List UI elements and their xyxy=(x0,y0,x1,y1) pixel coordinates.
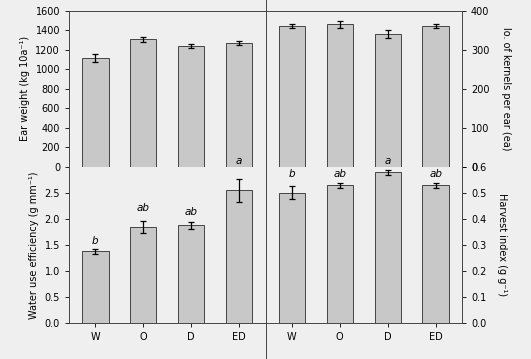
Bar xyxy=(327,24,353,167)
Bar xyxy=(130,39,157,167)
Text: a: a xyxy=(384,157,391,167)
Bar xyxy=(423,185,449,323)
Y-axis label: Ear weight (kg 10a⁻¹): Ear weight (kg 10a⁻¹) xyxy=(20,36,30,141)
Bar xyxy=(178,46,204,167)
Y-axis label: Harvest index (g g⁻¹): Harvest index (g g⁻¹) xyxy=(498,194,508,297)
Bar xyxy=(178,225,204,323)
Bar xyxy=(226,190,252,323)
Bar xyxy=(82,251,108,323)
Text: ab: ab xyxy=(137,203,150,213)
Text: b: b xyxy=(92,236,99,246)
Text: b: b xyxy=(288,169,295,179)
Bar xyxy=(279,25,305,167)
Text: ab: ab xyxy=(429,169,442,180)
Y-axis label: lo. of kernels per ear (ea): lo. of kernels per ear (ea) xyxy=(501,27,511,151)
Text: a: a xyxy=(236,156,242,166)
Bar xyxy=(374,172,401,323)
Text: ab: ab xyxy=(333,169,346,180)
Bar xyxy=(130,227,157,323)
Bar xyxy=(226,43,252,167)
Text: ab: ab xyxy=(185,207,198,217)
Y-axis label: Water use efficiency (g mm⁻¹): Water use efficiency (g mm⁻¹) xyxy=(29,171,39,319)
Bar xyxy=(327,185,353,323)
Bar xyxy=(423,26,449,167)
Bar xyxy=(374,34,401,167)
Bar xyxy=(279,193,305,323)
Bar xyxy=(82,58,108,167)
